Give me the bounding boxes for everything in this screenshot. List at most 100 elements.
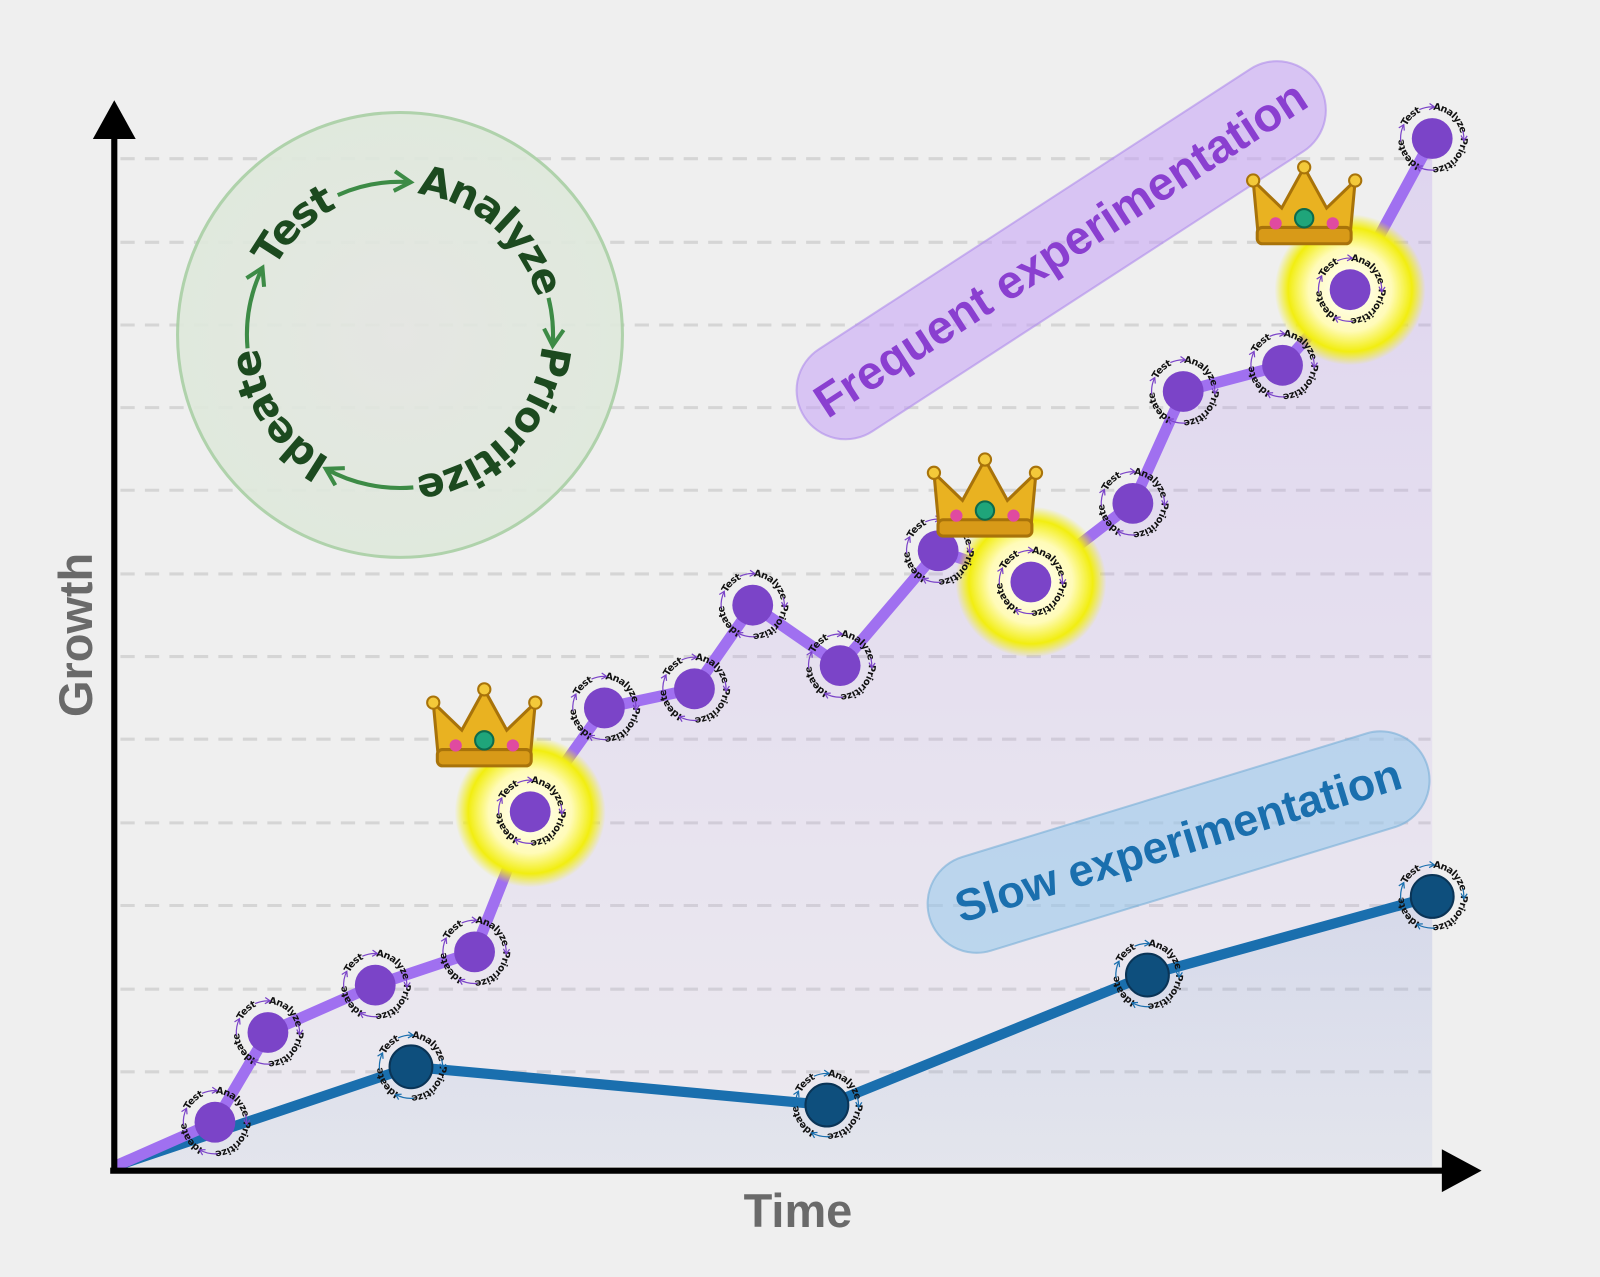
cycle-arrow-head	[1211, 388, 1219, 395]
cycle-arrow-head	[966, 547, 974, 555]
annotation-pill	[795, 60, 1327, 441]
crown-band	[1255, 225, 1353, 246]
crown-gem	[950, 509, 963, 522]
cycle-arrow-head	[1460, 893, 1468, 900]
cycle-arrow-head	[1027, 546, 1035, 554]
point	[674, 668, 715, 710]
crown-tip	[477, 682, 492, 697]
cycle-arrow-head	[806, 650, 813, 658]
cycle-arrow	[324, 467, 414, 490]
crown-tip	[1297, 160, 1312, 175]
point	[1262, 344, 1303, 386]
point	[1411, 118, 1453, 159]
cycle-arrow-head	[1144, 939, 1151, 947]
point	[583, 687, 625, 729]
x-arrow	[1441, 1149, 1482, 1193]
cycle-arrow-head	[251, 1059, 259, 1066]
cycle-arrow-head	[904, 535, 911, 543]
cycle-arrow-head	[836, 630, 844, 638]
crown-gem	[974, 500, 996, 521]
cycle-arrow-head	[1131, 1001, 1139, 1009]
cycle-arrow-head	[1428, 860, 1436, 869]
cycle-arrow-head	[392, 169, 415, 193]
cycle-arrow-head	[736, 632, 744, 639]
cycle-arrow-head	[722, 685, 730, 693]
cycle-arrow-head	[1129, 467, 1137, 476]
cycle-arrow-head	[868, 662, 876, 670]
cycle-arrow-head	[1116, 530, 1124, 537]
annotation-pill	[926, 730, 1431, 954]
cycle-arrow-head	[513, 838, 521, 845]
axes	[92, 100, 1482, 1193]
cycle-arrow-head	[1378, 286, 1386, 294]
crown-gem	[1007, 509, 1020, 522]
cycle-arrow-head	[1316, 274, 1323, 282]
cycle-arrow-head	[600, 672, 608, 680]
cycle-arrow-head	[1428, 103, 1436, 111]
cycle-disc	[176, 110, 624, 559]
crown-band	[435, 748, 533, 768]
cycle-arrow-head	[371, 949, 379, 957]
point	[454, 931, 495, 973]
cycle-arrow-head	[181, 1107, 188, 1115]
point	[388, 1044, 434, 1090]
point	[732, 584, 774, 626]
cycle-arrow-head	[440, 936, 448, 944]
cycle-arrow-head	[1166, 418, 1174, 425]
cycle-arrow-head	[234, 1017, 241, 1025]
crown-tip	[528, 695, 543, 710]
cycle-arrow-head	[1266, 392, 1274, 399]
cycle-arrow-head	[358, 1011, 366, 1019]
crown-gem	[1326, 217, 1339, 230]
cycle-arrow-head	[243, 1118, 251, 1126]
cycle-arrow-head	[198, 1149, 206, 1156]
crown-gem	[506, 739, 519, 752]
x-axis-label: Time	[744, 1185, 853, 1237]
crown-gem	[1293, 208, 1315, 229]
cycle-arrow-head	[1149, 376, 1156, 384]
cycle-arrow-head	[407, 1031, 415, 1039]
point	[1329, 269, 1371, 311]
cycle-arrow-head	[823, 692, 831, 699]
crown-tip	[1028, 465, 1044, 480]
point	[1010, 561, 1052, 603]
crown-tip	[1246, 173, 1261, 188]
point	[247, 1012, 289, 1053]
cycle-arrow-head	[718, 590, 726, 598]
cycle-arrow-head	[1175, 971, 1183, 979]
crown-tip	[926, 465, 942, 480]
cycle-arrow-head	[341, 970, 348, 978]
cycle-arrow-head	[1398, 123, 1405, 131]
cycle-arrow-head	[1333, 316, 1341, 323]
crown-gem	[474, 730, 495, 751]
cycle-arrow-head	[823, 1069, 831, 1077]
crown	[426, 682, 543, 768]
cycle-arrow-head	[394, 1093, 402, 1100]
cycle-arrow-head	[471, 916, 478, 924]
cycle-arrow-head	[997, 567, 1004, 575]
cycle-arrow-head	[1346, 254, 1354, 262]
cycle-arrow-head	[1059, 578, 1067, 586]
cycle-arrow-head	[403, 981, 411, 989]
crown	[926, 452, 1044, 538]
cycle-arrow-head	[1248, 350, 1256, 358]
crown-tip	[426, 695, 441, 710]
cycle-arrow-head	[570, 693, 578, 701]
cycle-arrow-head	[211, 1086, 219, 1094]
crown	[1246, 160, 1363, 246]
cycle-arrow-head	[377, 1051, 384, 1059]
point	[509, 791, 551, 833]
point	[1409, 873, 1455, 919]
crown-tip	[1348, 173, 1363, 188]
crown-gem	[1269, 217, 1282, 230]
point	[917, 530, 959, 572]
point	[1124, 952, 1170, 998]
cycle-arrow	[244, 266, 265, 349]
cycle-arrow-head	[855, 1101, 863, 1109]
cycle-arrow-head	[458, 978, 466, 986]
cycle-arrow-head	[1161, 499, 1169, 507]
cycle-arrow-head	[810, 1131, 818, 1139]
y-axis-label: Growth	[50, 553, 102, 717]
